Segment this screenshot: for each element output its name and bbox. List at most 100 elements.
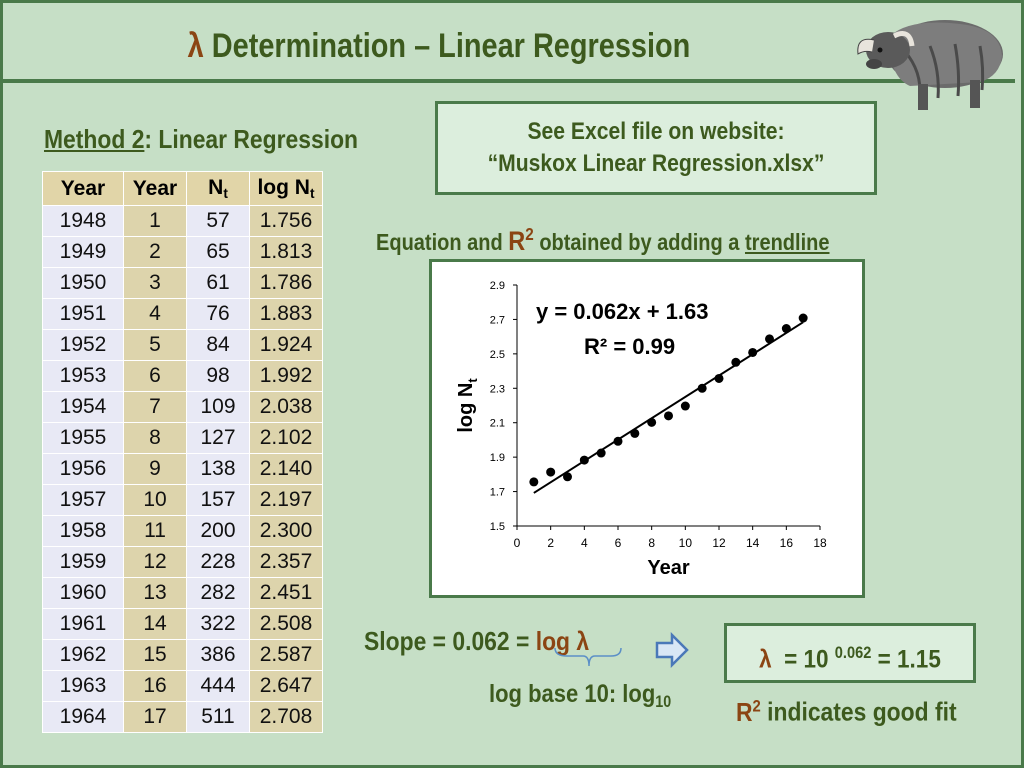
table-cell: 1964: [42, 701, 124, 733]
r-squared-label: R² = 0.99: [584, 334, 675, 359]
table-cell: 322: [186, 608, 250, 640]
trendline: [533, 321, 804, 494]
data-point: [579, 455, 589, 465]
table-cell: 2.300: [249, 515, 323, 547]
x-tick-label: 0: [514, 536, 521, 550]
table-cell: 157: [186, 484, 250, 516]
method-underlined: Method 2: [44, 124, 145, 154]
table-cell: 1.756: [249, 205, 323, 237]
y-tick-label: 2.1: [490, 418, 505, 430]
table-cell: 4: [123, 298, 187, 330]
table-row: 1951 4 76 1.883: [42, 298, 323, 330]
table-cell: 1956: [42, 453, 124, 485]
table-cell: 2.102: [249, 422, 323, 454]
header-lognt-label: log N: [257, 175, 310, 199]
table-cell: 17: [123, 701, 187, 733]
table-cell: 2.708: [249, 701, 323, 733]
title-text: Determination – Linear Regression: [203, 27, 691, 65]
x-tick-label: 2: [547, 536, 554, 550]
table-cell: 282: [186, 577, 250, 609]
table-row: 1949 2 65 1.813: [42, 236, 323, 268]
table-cell: 1957: [42, 484, 124, 516]
eq-note-trendline: trendline: [744, 229, 830, 255]
table-cell: 1961: [42, 608, 124, 640]
table-cell: 1948: [42, 205, 124, 237]
table-cell: 444: [186, 670, 250, 702]
table-cell: 109: [186, 391, 250, 423]
table-row: 1961 14 322 2.508: [42, 608, 323, 640]
logbase-label: log base 10: log: [489, 680, 656, 708]
lambda-result-box: λ = 10 0.062 = 1.15: [724, 623, 976, 683]
header-year-index: Year: [123, 171, 187, 206]
x-axis-label: Year: [647, 557, 689, 579]
table-cell: 16: [123, 670, 187, 702]
title-bar: λ Determination – Linear Regression: [3, 3, 1015, 83]
table-cell: 1952: [42, 329, 124, 361]
data-point: [546, 467, 556, 477]
data-point: [781, 324, 791, 334]
table-row: 1954 7 109 2.038: [42, 391, 323, 423]
table-cell: 84: [186, 329, 250, 361]
data-point: [647, 417, 657, 427]
table-body: 1948 1 57 1.756 1949 2 65 1.813 1950 3 61 1.786 1951…: [42, 205, 323, 733]
table-cell: 12: [123, 546, 187, 578]
lambda-result: λ = 10 0.062 = 1.15: [759, 626, 941, 686]
table-cell: 1: [123, 205, 187, 237]
chart-box: 1.5 1.7 1.9 2.1 2.3 2.5 2.7 2.9 0 2 4 6 8 10 12 14 16 18 y…: [429, 259, 865, 598]
table-cell: 3: [123, 267, 187, 299]
table-cell: 13: [123, 577, 187, 609]
table-cell: 1949: [42, 236, 124, 268]
y-tick-label: 1.5: [490, 521, 505, 533]
table-cell: 386: [186, 639, 250, 671]
excel-line-1: See Excel file on website:: [527, 118, 785, 145]
data-point: [798, 313, 808, 323]
header-nt: Nt: [186, 171, 250, 206]
header-nt-label: N: [208, 175, 224, 199]
table-row: 1948 1 57 1.756: [42, 205, 323, 237]
logbase-sub: 10: [655, 692, 672, 711]
eq-note-mid: obtained by adding a: [533, 229, 745, 255]
goodfit-text: indicates good fit: [760, 696, 957, 727]
table-cell: 1.813: [249, 236, 323, 268]
y-tick-label: 2.7: [490, 314, 505, 326]
table-cell: 1953: [42, 360, 124, 392]
table-cell: 1962: [42, 639, 124, 671]
log-base-note: log base 10: log10: [489, 680, 671, 712]
y-tick-label: 2.5: [490, 349, 505, 361]
table-cell: 2.508: [249, 608, 323, 640]
equation-note: Equation and R2 obtained by adding a tre…: [376, 224, 829, 257]
data-point: [697, 383, 707, 393]
table-cell: 14: [123, 608, 187, 640]
table-cell: 1959: [42, 546, 124, 578]
x-tick-label: 8: [648, 536, 655, 550]
eq-note-r: R: [508, 226, 526, 256]
table-cell: 1.883: [249, 298, 323, 330]
data-point: [664, 411, 673, 421]
table-row: 1952 5 84 1.924: [42, 329, 323, 361]
goodfit-sup: 2: [752, 696, 761, 715]
eq-note-pre: Equation and: [376, 229, 509, 255]
table-row: 1959 12 228 2.357: [42, 546, 323, 578]
table-cell: 1958: [42, 515, 124, 547]
table-cell: 2.357: [249, 546, 323, 578]
lambda-exponent: 0.062: [834, 644, 872, 662]
x-tick-label: 16: [780, 536, 794, 550]
data-point: [731, 357, 741, 367]
table-row: 1957 10 157 2.197: [42, 484, 323, 516]
excel-note-box: See Excel file on website: “Muskox Linea…: [435, 101, 877, 195]
table-cell: 9: [123, 453, 187, 485]
y-tick-label: 1.9: [490, 452, 505, 464]
lambda-symbol: λ: [759, 645, 772, 674]
x-tick-label: 18: [813, 536, 827, 550]
table-cell: 1951: [42, 298, 124, 330]
table-cell: 2.587: [249, 639, 323, 671]
table-cell: 1954: [42, 391, 124, 423]
y-tick-label: 1.7: [490, 487, 505, 499]
table-cell: 5: [123, 329, 187, 361]
table-header-row: Year Year Nt log Nt: [42, 171, 323, 206]
x-tick-label: 6: [615, 536, 622, 550]
header-year: Year: [42, 171, 124, 206]
excel-line-2: “Muskox Linear Regression.xlsx”: [487, 150, 825, 177]
data-point: [680, 401, 690, 411]
